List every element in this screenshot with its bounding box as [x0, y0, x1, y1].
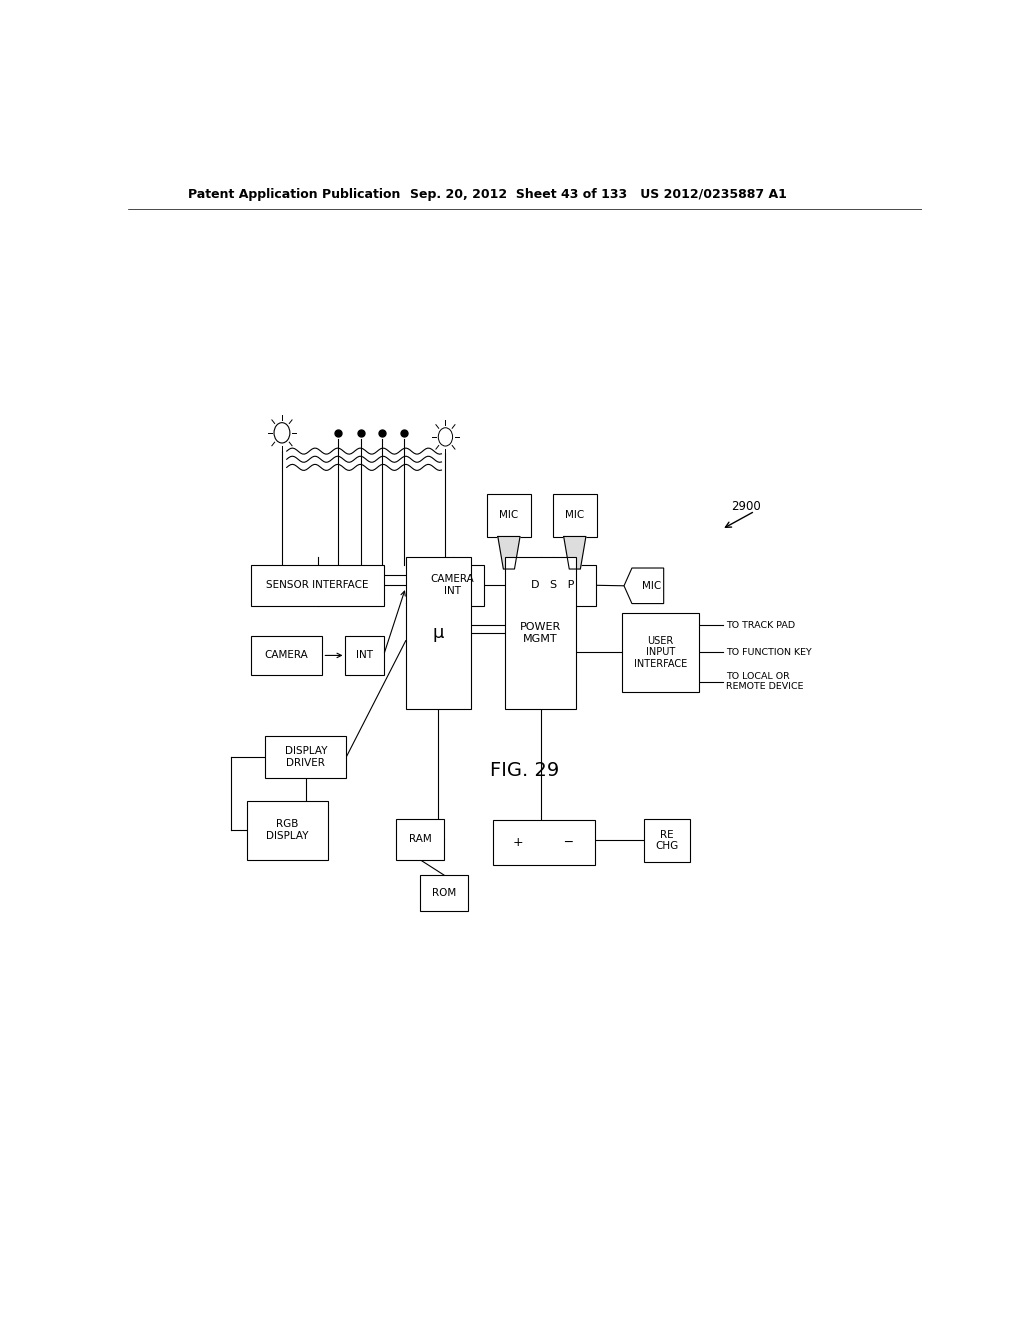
Polygon shape [624, 568, 664, 603]
Bar [486, 494, 531, 536]
Text: RGB
DISPLAY: RGB DISPLAY [266, 820, 309, 841]
Text: RAM: RAM [409, 834, 431, 845]
Text: μ: μ [432, 624, 444, 642]
Text: Patent Application Publication: Patent Application Publication [187, 189, 400, 202]
Text: TO LOCAL OR
REMOTE DEVICE: TO LOCAL OR REMOTE DEVICE [726, 672, 803, 692]
Bar [622, 612, 699, 692]
Bar [251, 636, 323, 675]
Text: SENSOR INTERFACE: SENSOR INTERFACE [266, 581, 369, 590]
Text: DISPLAY
DRIVER: DISPLAY DRIVER [285, 746, 327, 768]
Text: +          −: + − [513, 836, 574, 849]
Text: D   S   P: D S P [530, 581, 574, 590]
Bar [644, 818, 690, 862]
Text: TO TRACK PAD: TO TRACK PAD [726, 620, 795, 630]
Text: TO FUNCTION KEY: TO FUNCTION KEY [726, 648, 811, 657]
Text: 2900: 2900 [731, 499, 761, 512]
Text: FIG. 29: FIG. 29 [490, 760, 559, 780]
Text: CAMERA
INT: CAMERA INT [431, 574, 474, 597]
Text: INT: INT [356, 651, 373, 660]
Polygon shape [498, 536, 520, 569]
Text: MIC: MIC [565, 510, 585, 520]
Text: Sep. 20, 2012  Sheet 43 of 133   US 2012/0235887 A1: Sep. 20, 2012 Sheet 43 of 133 US 2012/02… [410, 189, 786, 202]
Text: MIC: MIC [500, 510, 518, 520]
Bar [406, 557, 471, 709]
Bar [265, 735, 346, 779]
Text: MIC: MIC [642, 581, 662, 591]
Polygon shape [563, 536, 586, 569]
Text: ROM: ROM [432, 888, 456, 898]
Bar [420, 875, 468, 911]
Text: CAMERA: CAMERA [265, 651, 308, 660]
Bar [422, 565, 483, 606]
Text: USER
INPUT
INTERFACE: USER INPUT INTERFACE [634, 636, 687, 669]
Text: POWER
MGMT: POWER MGMT [520, 622, 561, 644]
Bar [494, 820, 595, 865]
Bar [509, 565, 596, 606]
Bar [247, 801, 328, 859]
Bar [251, 565, 384, 606]
Bar [505, 557, 577, 709]
Bar [553, 494, 597, 536]
Bar [345, 636, 384, 675]
Text: RE
CHG: RE CHG [655, 829, 679, 851]
Bar [396, 818, 443, 859]
